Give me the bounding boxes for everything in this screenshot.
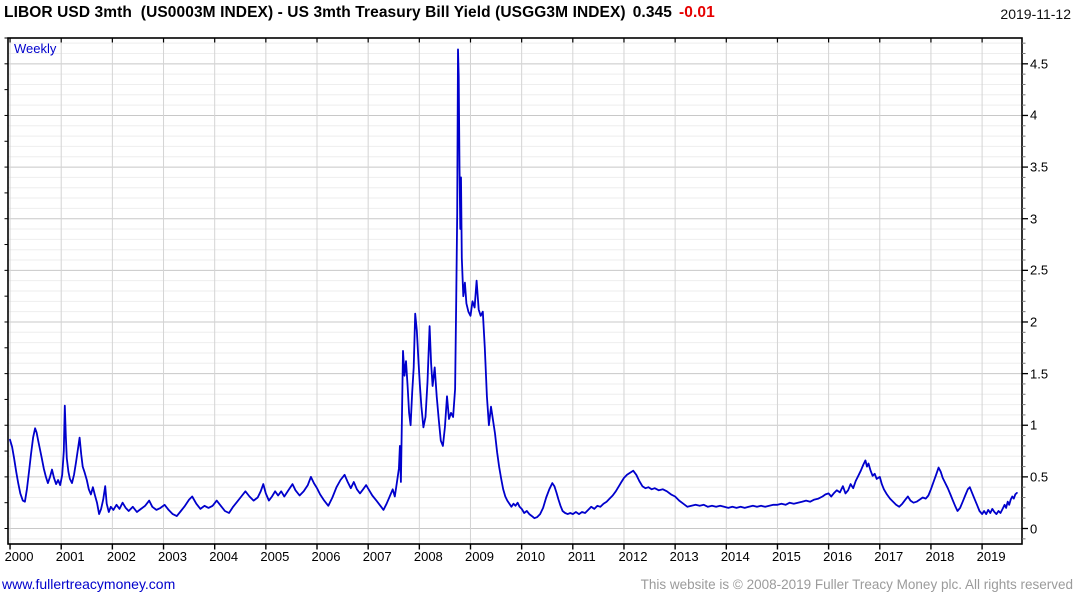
x-tick-label: 2012 <box>618 549 648 564</box>
x-tick-label: 2001 <box>55 549 85 564</box>
y-tick-label: 3.5 <box>1030 159 1049 175</box>
as-of-date-label: 2019-11-12 <box>1000 6 1071 22</box>
x-tick-label: 2004 <box>209 549 239 564</box>
x-tick-label: 2005 <box>260 549 290 564</box>
x-tick-label: 2009 <box>465 549 494 564</box>
x-tick-label: 2007 <box>362 549 392 564</box>
y-tick-label: 0 <box>1030 521 1038 536</box>
frequency-label: Weekly <box>14 41 57 56</box>
x-tick-label: 2000 <box>4 549 34 564</box>
chart-title: LIBOR USD 3mth (US0003M INDEX) - US 3mth… <box>4 4 626 21</box>
x-tick-label: 2016 <box>823 549 853 564</box>
site-link[interactable]: www.fullertreacymoney.com <box>2 576 176 592</box>
x-tick-label: 2010 <box>516 549 546 564</box>
y-tick-label: 4.5 <box>1030 56 1049 72</box>
x-tick-label: 2011 <box>567 549 596 564</box>
chart-title-bar: LIBOR USD 3mth (US0003M INDEX) - US 3mth… <box>4 4 715 22</box>
change-value: -0.01 <box>679 4 715 21</box>
y-tick-label: 2 <box>1030 314 1038 330</box>
y-tick-label: 1.5 <box>1030 366 1049 382</box>
x-tick-label: 2018 <box>925 549 955 564</box>
spread-line-series <box>9 48 1018 520</box>
x-tick-label: 2017 <box>874 549 904 564</box>
y-tick-label: 3 <box>1030 211 1038 227</box>
x-tick-label: 2006 <box>311 549 341 564</box>
x-tick-label: 2003 <box>158 549 187 564</box>
y-tick-label: 4 <box>1030 107 1038 123</box>
y-tick-label: 1 <box>1030 417 1038 433</box>
copyright-text: This website is © 2008-2019 Fuller Treac… <box>640 577 1073 592</box>
y-tick-label: 2.5 <box>1030 262 1049 278</box>
x-tick-label: 2014 <box>720 549 750 564</box>
x-tick-label: 2002 <box>106 549 136 564</box>
y-tick-label: 0.5 <box>1030 469 1049 485</box>
x-tick-label: 2019 <box>976 549 1006 564</box>
last-value: 0.345 <box>632 4 672 21</box>
x-tick-label: 2013 <box>669 549 699 564</box>
x-tick-label: 2008 <box>413 549 443 564</box>
x-tick-label: 2015 <box>771 549 801 564</box>
